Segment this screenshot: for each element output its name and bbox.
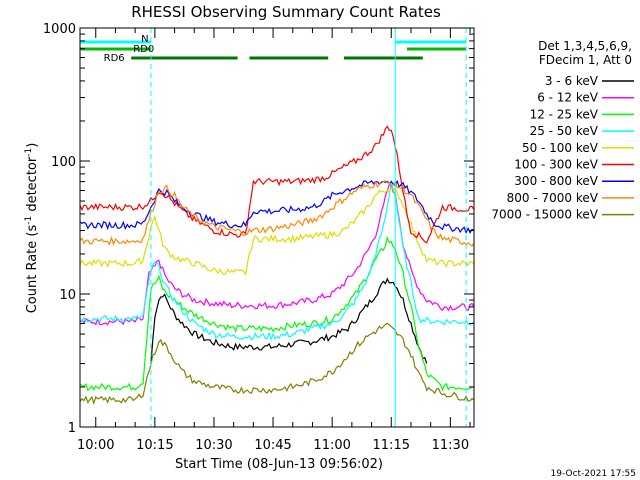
plot-frame (79, 27, 475, 428)
y-tick-label: 1000 (43, 22, 76, 37)
series-line-3-6-kev (150, 277, 428, 364)
chart-title: RHESSI Observing Summary Count Rates (131, 3, 441, 21)
state-bar-n-label: N (141, 34, 148, 45)
legend-label-12-25-kev: 12 - 25 keV (530, 107, 599, 121)
timestamp: 19-Oct-2021 17:55 (551, 469, 636, 479)
legend-label-3-6-kev: 3 - 6 keV (545, 74, 599, 88)
y-axis-label-main: Count Rate (s (25, 225, 40, 314)
legend-label-300-800-kev: 300 - 800 keV (514, 174, 598, 188)
legend: Det 1,3,4,5,6,9, FDecim 1, Att 0 3 - 6 k… (491, 39, 634, 222)
y-tick-label: 100 (51, 155, 76, 170)
y-axis: 1 10 100 1000 (43, 22, 474, 436)
y-axis-label-sup2: -1 (24, 148, 34, 157)
y-axis-label-end: ) (25, 143, 40, 148)
vertical-markers (150, 28, 467, 427)
y-axis-label-sup1: -1 (24, 216, 34, 225)
state-bar-rd0-label: RD0 (133, 44, 154, 55)
series-line-7000-15000-kev (79, 322, 475, 406)
legend-label-800-7000-kev: 800 - 7000 keV (507, 191, 599, 205)
legend-entries: 3 - 6 keV 6 - 12 keV 12 - 25 keV 25 - 50 ke… (491, 74, 634, 222)
state-bar-rd6-label: RD6 (104, 53, 125, 64)
x-tick-label: 11:15 (373, 438, 410, 453)
x-axis: 10:00 10:15 10:30 10:45 11:00 11:15 11:30 (77, 28, 471, 453)
plot-series (79, 125, 475, 406)
series-line-12-25-kev (79, 235, 474, 392)
series-line-25-50-kev (79, 180, 475, 341)
legend-label-100-300-kev: 100 - 300 keV (514, 158, 598, 172)
legend-label-7000-15000-kev: 7000 - 15000 keV (491, 208, 598, 222)
y-axis-label: Count Rate (s-1 detector-1) (24, 143, 40, 314)
x-tick-label: 11:30 (432, 438, 469, 453)
series-line-300-800-kev (79, 179, 475, 235)
series-line-800-7000-kev (79, 180, 475, 247)
legend-label-25-50-kev: 25 - 50 keV (530, 124, 599, 138)
y-tick-label: 1 (68, 421, 76, 436)
legend-header-line-2: FDecim 1, Att 0 (539, 53, 632, 67)
x-tick-label: 10:15 (136, 438, 173, 453)
series-line-100-300-kev (79, 125, 475, 244)
x-axis-label: Start Time (08-Jun-13 09:56:02) (175, 457, 383, 472)
y-tick-label: 10 (59, 288, 76, 303)
x-tick-label: 10:30 (195, 438, 232, 453)
legend-label-6-12-kev: 6 - 12 keV (537, 91, 599, 105)
x-tick-label: 10:00 (77, 438, 114, 453)
x-tick-label: 10:45 (254, 438, 291, 453)
x-tick-label: 11:00 (313, 438, 350, 453)
legend-label-50-100-kev: 50 - 100 keV (522, 141, 599, 155)
legend-header-line-1: Det 1,3,4,5,6,9, (538, 39, 632, 53)
y-axis-label-mid: detector (25, 156, 40, 216)
